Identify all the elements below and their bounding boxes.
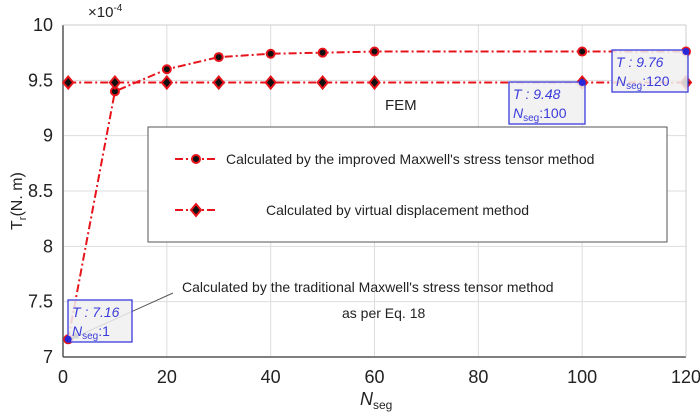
nseg-sub: seg [626,81,642,92]
nseg-value: :1 [98,323,110,339]
data-point-diamond [212,74,226,91]
data-point-diamond [316,74,329,91]
y-tick-label: 10 [33,15,53,35]
data-tip-box [67,299,133,343]
y-tick-label: 7 [43,347,53,367]
nseg-symbol: N [616,73,627,89]
data-tip-nseg: Nseg:120 [616,73,670,92]
data-tip-nseg: Nseg:100 [513,105,567,124]
nseg-value: :120 [642,73,669,89]
y-axis-label: Tr(N. m) [9,172,29,230]
traditional-annotation-line1: Calculated by the traditional Maxwell's … [182,279,554,295]
x-tick-label: 40 [261,367,281,387]
fem-label: FEM [385,97,417,114]
data-point-circle [265,48,276,59]
data-point-diamond [264,74,277,91]
legend-label-virtual: Calculated by virtual displacement metho… [266,202,529,218]
nseg-sub: seg [82,331,98,342]
x-axis-label: Nseg [360,389,392,412]
data-point-diamond [368,74,381,91]
data-tip-marker [578,79,586,87]
data-point-circle [577,46,588,57]
data-point-circle [213,52,224,63]
nseg-symbol: N [513,105,524,121]
x-tick-label: 0 [58,367,68,387]
y-tick-label: 8.5 [28,181,53,201]
legend-marker-virtual [189,202,203,218]
y-tick-label: 8 [43,236,53,256]
x-tick-label: 20 [157,367,177,387]
data-point-diamond [108,74,122,91]
data-tip-marker [682,48,690,56]
data-tip-box [611,49,689,93]
data-tip-value: T : 9.76 [616,54,664,70]
data-tip-marker [64,335,72,343]
legend-label-improved: Calculated by the improved Maxwell's str… [226,151,594,167]
traditional-annotation-line2: as per Eq. 18 [342,305,425,321]
nseg-value: :100 [539,105,566,121]
legend-marker-improved [191,154,201,164]
x-tick-label: 120 [671,367,700,387]
nseg-sub: seg [523,113,539,124]
data-tip-box [508,81,586,125]
data-point-circle [161,64,172,75]
series-line-0 [67,50,686,340]
y-tick-label: 7.5 [28,292,53,312]
y-multiplier: ×10-4 [88,3,123,21]
x-tick-label: 60 [364,367,384,387]
data-tip-value: T : 9.48 [513,86,561,102]
x-tick-label: 80 [468,367,488,387]
nseg-symbol: N [72,323,83,339]
data-point-diamond [160,74,174,91]
data-point-circle [369,46,380,57]
data-point-diamond [61,74,75,91]
y-tick-label: 9.5 [28,70,53,90]
y-tick-label: 9 [43,126,53,146]
legend: Calculated by the improved Maxwell's str… [147,126,668,243]
data-tip-value: T : 7.16 [72,304,120,320]
x-tick-label: 100 [567,367,597,387]
data-point-circle [317,47,328,58]
data-tip-nseg: Nseg:1 [72,323,110,342]
